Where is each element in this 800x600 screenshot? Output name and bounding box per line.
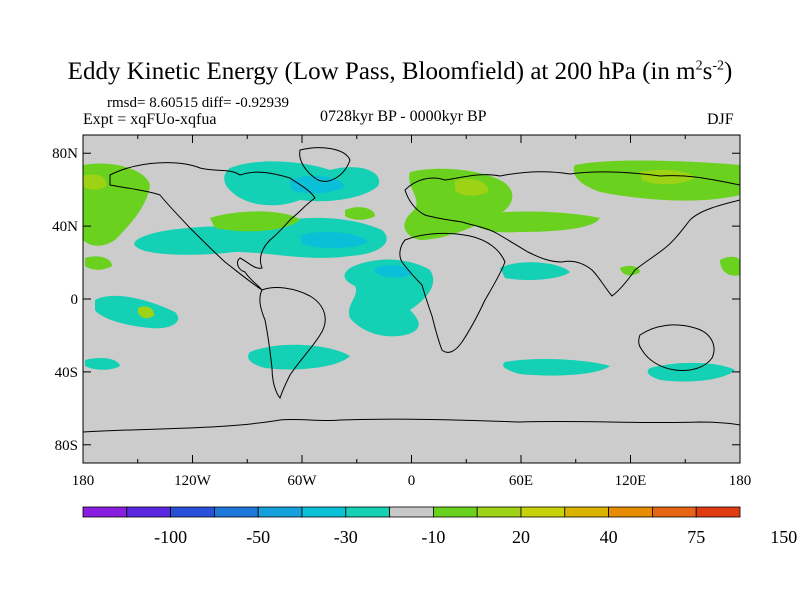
- colorbar-box: [608, 506, 653, 518]
- latitude-labels: 80N 40N 0 40S 80S: [52, 146, 78, 454]
- anomaly-southern-ocean-1: [248, 344, 350, 370]
- lon-label: 0: [408, 473, 416, 489]
- anomaly-mediterranean: [469, 211, 600, 233]
- anomaly-core-west-pacific: [83, 174, 107, 190]
- colorbar-label: -30: [334, 527, 358, 547]
- lon-label: 180: [729, 473, 752, 489]
- colorbar-box: [126, 506, 172, 518]
- lon-label: 60E: [509, 473, 533, 489]
- colorbar-box: [170, 506, 215, 518]
- colorbar-label: 75: [687, 527, 705, 547]
- anomaly-southern-ocean-4: [85, 358, 120, 370]
- anomaly-tropical-pacific: [85, 256, 112, 270]
- lon-label: 120E: [615, 473, 647, 489]
- coast-africa: [399, 232, 506, 353]
- anomaly-layer: [83, 160, 740, 382]
- coast-greenland: [299, 147, 351, 182]
- colorbar-box: [389, 506, 434, 518]
- strong-positive-anomalies: [83, 170, 695, 319]
- lat-label: 0: [71, 292, 79, 308]
- coastlines: [83, 147, 740, 433]
- lat-label: 40N: [52, 219, 78, 235]
- colorbar-box: [695, 506, 741, 518]
- anomaly-southern-ocean-3: [647, 362, 735, 382]
- colorbar-box: [213, 506, 259, 518]
- anomaly-central-pacific: [345, 207, 375, 220]
- colorbar-label: -50: [246, 527, 270, 547]
- colorbar-box: [301, 506, 347, 518]
- colorbar-box: [476, 506, 522, 518]
- coast-australia: [638, 324, 715, 371]
- anomaly-india: [620, 265, 640, 276]
- colorbar-box: [82, 506, 128, 518]
- anomaly-east-asia: [720, 256, 740, 276]
- anomaly-west-pacific: [210, 211, 300, 232]
- plot-title: Eddy Kinetic Energy (Low Pass, Bloomfiel…: [67, 58, 733, 85]
- anomaly-south-atlantic: [344, 259, 434, 337]
- anomaly-core-subtropics: [138, 306, 155, 319]
- anomaly-core-atlantic: [300, 231, 368, 249]
- longitude-labels: 180 120W 60W 0 60E 120E 180: [72, 473, 752, 489]
- lon-label: 180: [72, 473, 95, 489]
- coast-eurasia-west: [404, 171, 740, 297]
- stats-label: rmsd= 8.60515 diff= -0.92939: [107, 95, 290, 111]
- colorbar-label: -100: [154, 527, 187, 547]
- axis-ticks: [82, 135, 741, 463]
- anomaly-core-europe: [455, 178, 489, 196]
- colorbar-box: [520, 506, 566, 518]
- colorbar-label: 40: [600, 527, 618, 547]
- colorbar-label: 20: [512, 527, 530, 547]
- lon-label: 120W: [174, 473, 212, 489]
- colorbar-box: [652, 506, 697, 518]
- colorbar-box: [257, 506, 303, 518]
- anomaly-pacific-south: [95, 295, 179, 329]
- lat-label: 40S: [55, 365, 78, 381]
- anomaly-southern-ocean-2: [503, 359, 610, 376]
- colorbar-box: [345, 506, 390, 518]
- anomaly-arabia: [500, 262, 570, 280]
- coast-antarctica: [83, 418, 740, 433]
- colorbar-labels: -100 -50 -30 -10 20 40 75 150: [154, 527, 797, 547]
- colorbar-label: -10: [421, 527, 445, 547]
- experiment-label: Expt = xqFUo-xqfua: [83, 111, 217, 128]
- colorbar-box: [432, 506, 478, 518]
- colorbar-box: [564, 506, 609, 518]
- lat-label: 80N: [52, 146, 78, 162]
- season-label: DJF: [707, 111, 734, 128]
- colorbar-label: 150: [770, 527, 797, 547]
- coast-north-america: [109, 162, 316, 291]
- period-label: 0728kyr BP - 0000kyr BP: [320, 108, 487, 125]
- colorbar-boxes: [82, 506, 741, 518]
- anomaly-core-south-atlantic: [375, 265, 412, 278]
- lat-label: 80S: [55, 438, 78, 454]
- anomaly-core-east-pacific: [640, 170, 695, 185]
- coast-south-america: [259, 287, 326, 400]
- lon-label: 60W: [287, 473, 317, 489]
